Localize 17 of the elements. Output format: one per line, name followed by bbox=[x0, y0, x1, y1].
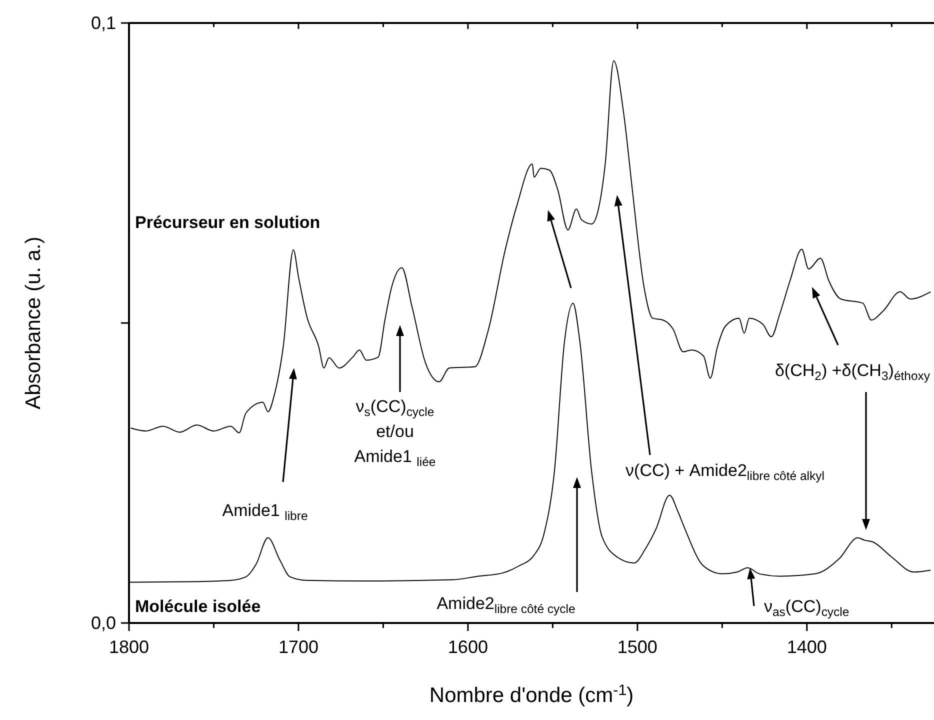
annotation: ν$_{as}$(CC)$_{cycle}$ bbox=[764, 597, 850, 619]
y-tick-label: 0,1 bbox=[90, 13, 116, 33]
annotation: δ(CH$_{2}$) +δ(CH$_{3}$)$_{éthoxy}$ bbox=[774, 361, 931, 383]
x-tick-label: 1700 bbox=[278, 637, 318, 657]
x-tick-label: 1800 bbox=[108, 637, 150, 657]
annotation: Amide1 $_{libre}$ bbox=[222, 501, 308, 523]
x-tick-label: 1500 bbox=[617, 637, 658, 657]
annotation: ν$_{s}$(CC)$_{cycle}$ et/ou Amide1 $_{liée}$ bbox=[354, 397, 436, 469]
annotation: Amide2$_{libre côté cycle}$ bbox=[436, 594, 576, 616]
x-tick-label: 1600 bbox=[448, 637, 488, 657]
y-tick-label: 0,0 bbox=[90, 613, 116, 633]
x-axis-title: Nombre d'onde (cm$^{-1}$) bbox=[429, 682, 634, 707]
series-label: Molécule isolée bbox=[135, 597, 261, 616]
annotation: ν(CC) + Amide2$_{libre côté alkyl}$ bbox=[626, 461, 824, 483]
series-label: Précurseur en solution bbox=[135, 213, 320, 232]
y-axis-title: Absorbance (u. a.) bbox=[22, 236, 45, 410]
x-tick-label: 1400 bbox=[786, 637, 827, 657]
